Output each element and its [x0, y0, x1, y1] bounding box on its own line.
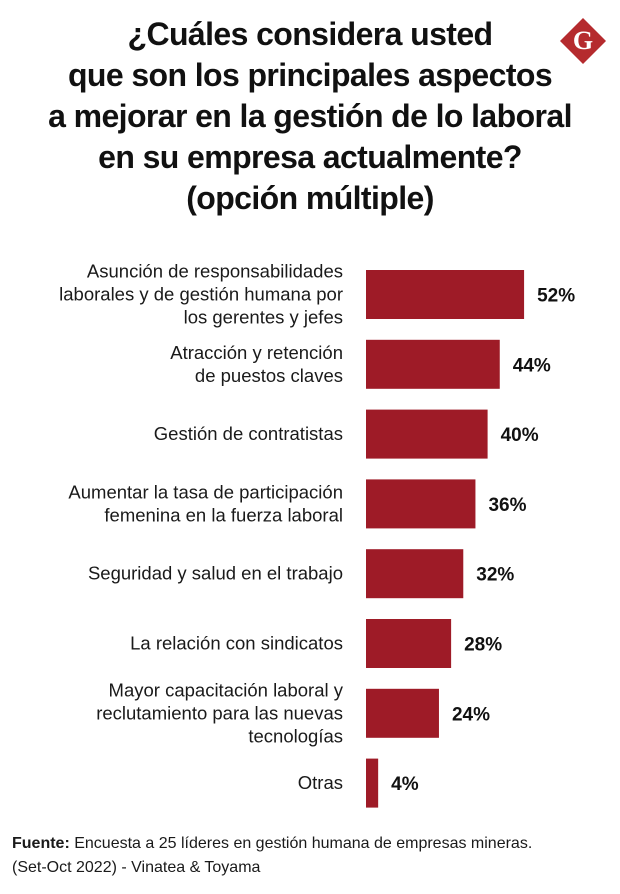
category-label: Atracción y retención de puestos claves — [170, 342, 343, 386]
value-label: 44% — [513, 355, 551, 376]
category-label-line: los gerentes y jefes — [184, 307, 343, 328]
bar — [366, 479, 476, 529]
bar — [366, 688, 439, 738]
title-line: (opción múltiple) — [186, 180, 434, 216]
bar — [366, 409, 488, 459]
category-label-line: Mayor capacitación laboral y — [109, 679, 344, 700]
bar — [366, 549, 464, 599]
category-label-line: laborales y de gestión humana por — [59, 284, 343, 305]
logo-letter: G — [573, 26, 593, 55]
title-line: a mejorar en la gestión de lo laboral — [48, 98, 572, 134]
value-label: 4% — [391, 774, 419, 795]
value-label: 28% — [464, 635, 502, 656]
category-label-line: Atracción y retención — [170, 342, 343, 363]
value-label: 32% — [476, 565, 514, 586]
source-line: Fuente: Encuesta a 25 líderes en gestión… — [12, 832, 612, 856]
category-label: Aumentar la tasa de participación femenin… — [68, 481, 343, 525]
category-label-line: Aumentar la tasa de participación — [68, 481, 343, 502]
source-text: Encuesta a 25 líderes en gestión humana … — [69, 835, 533, 852]
category-label: Asunción de responsabilidades laborales y… — [59, 261, 343, 328]
category-label: Gestión de contratistas — [154, 423, 343, 444]
logo-diamond — [560, 18, 606, 64]
category-label-line: tecnologías — [248, 725, 343, 746]
category-label-line: femenina en la fuerza laboral — [104, 504, 343, 525]
category-label-line: Seguridad y salud en el trabajo — [88, 563, 343, 584]
bar — [366, 270, 525, 319]
category-label: La relación con sindicatos — [130, 633, 343, 654]
category-label: Otras — [298, 772, 343, 793]
g-logo-icon: G — [560, 18, 606, 64]
value-label: 36% — [488, 495, 526, 516]
source-label: Fuente: — [12, 835, 70, 852]
category-label: Mayor capacitación laboral y reclutamient… — [96, 679, 344, 746]
bar-chart: 52% Asunción de responsabilidades laborale… — [59, 261, 575, 808]
value-label: 52% — [537, 286, 575, 307]
source-footer: Fuente: Encuesta a 25 líderes en gestión… — [12, 832, 612, 880]
value-label: 40% — [501, 425, 539, 446]
bar — [366, 758, 379, 808]
source-date: (Set-Oct 2022) - Vinatea & Toyama — [12, 859, 261, 876]
chart-title: ¿Cuáles considera usted que son los prin… — [10, 14, 610, 219]
category-label-line: Gestión de contratistas — [154, 423, 343, 444]
title-line: en su empresa actualmente? — [98, 139, 522, 175]
category-label-line: Otras — [298, 772, 343, 793]
bar — [366, 339, 500, 389]
value-label: 24% — [452, 704, 490, 725]
title-line: ¿Cuáles considera usted — [127, 16, 494, 52]
category-label-line: reclutamiento para las nuevas — [96, 702, 343, 723]
title-line: que son los principales aspectos — [67, 57, 553, 93]
category-label-line: Asunción de responsabilidades — [87, 261, 343, 282]
category-label: Seguridad y salud en el trabajo — [88, 563, 343, 584]
bar — [366, 619, 452, 668]
category-label-line: de puestos claves — [195, 365, 343, 386]
category-label-line: La relación con sindicatos — [130, 633, 343, 654]
